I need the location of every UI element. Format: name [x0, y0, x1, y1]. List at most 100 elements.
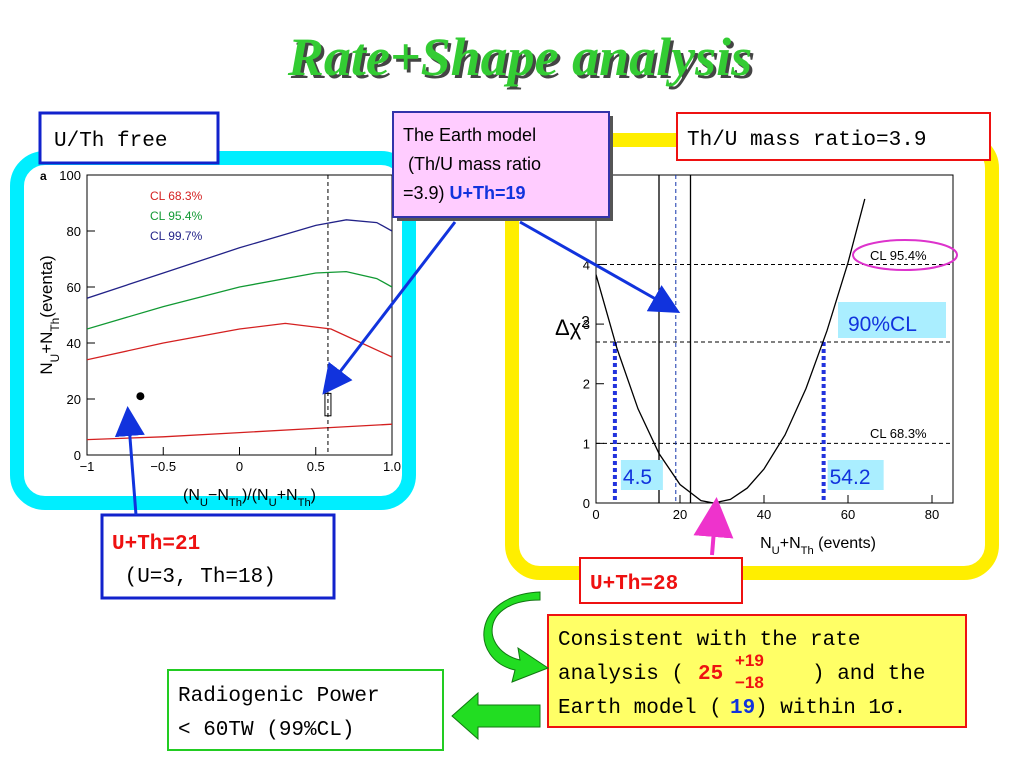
- legend-entry: CL 99.7%: [150, 229, 203, 243]
- y-tick-label: 100: [59, 168, 81, 183]
- x-axis-label-part: Th: [801, 545, 814, 557]
- y-axis-label-part: Δχ: [555, 315, 582, 340]
- best-box: [579, 557, 743, 604]
- y-axis-label-part: (eventa): [37, 255, 56, 317]
- ratio-box: [676, 112, 991, 161]
- slide-title: Rate+Shape analysis: [287, 27, 752, 87]
- earth-text: The Earth model: [403, 125, 536, 145]
- legend-entry: CL 68.3%: [150, 189, 203, 203]
- y-tick-label: 0: [74, 448, 81, 463]
- rate-error-down: −18: [735, 673, 764, 692]
- curved-arrow: [483, 591, 550, 683]
- x-axis-label-part: −N: [208, 487, 229, 504]
- consistent-text: ) and the: [812, 663, 925, 686]
- cl-label: 90%CL: [848, 313, 917, 336]
- consistent-text: Earth model (: [558, 697, 722, 720]
- x-axis-label-part: Th: [298, 497, 311, 509]
- right-plot-bg: [570, 168, 965, 513]
- x-axis-label-part: U: [200, 497, 208, 509]
- y-tick-label: 1: [583, 436, 590, 451]
- x-axis-label-part: U: [772, 545, 780, 557]
- best-label: U+Th=28: [590, 573, 678, 596]
- arrow: [322, 221, 457, 395]
- consistent-text: analysis (: [558, 663, 684, 686]
- x-axis-label-part: +N: [277, 487, 298, 504]
- x-axis-label-part: ): [311, 487, 316, 504]
- x-axis-label-part: U: [269, 497, 277, 509]
- y-tick-label: 4: [583, 257, 590, 272]
- x-tick-label: 80: [925, 507, 939, 522]
- earth-value: U+Th=19: [450, 183, 526, 203]
- x-tick-label: 0: [592, 507, 599, 522]
- y-tick-label: 20: [67, 392, 81, 407]
- consistent-text: Consistent with the rate: [558, 629, 860, 652]
- earth-text: =3.9): [403, 183, 450, 203]
- left-label-box: [38, 111, 220, 165]
- conclusion-text: Radiogenic Power: [178, 685, 380, 708]
- contour-line: [87, 219, 392, 299]
- earth-text: =3.9) U+Th=19: [403, 183, 526, 203]
- consistent-text: ) within 1σ.: [755, 697, 906, 720]
- rate-value: 25: [698, 663, 723, 686]
- x-tick-label: 40: [757, 507, 771, 522]
- y-tick-label: 60: [67, 280, 81, 295]
- y-tick-label: 0: [583, 496, 590, 511]
- x-axis-label-part: N: [760, 535, 772, 552]
- x-tick-label: −0.5: [150, 459, 176, 474]
- conclusion-text: < 60TW (99%CL): [178, 719, 354, 742]
- x-axis-label-part: (N: [183, 487, 200, 504]
- cl-ellipse: [852, 239, 958, 271]
- y-tick-label: 2: [583, 377, 590, 392]
- interval-label-bg: [827, 460, 884, 490]
- earth-box: [392, 111, 610, 218]
- y-tick-label: 40: [67, 336, 81, 351]
- arrow: [693, 497, 734, 556]
- x-axis-label-part: )/(N: [242, 487, 269, 504]
- x-tick-label: −1: [80, 459, 95, 474]
- consistent-box: [547, 614, 967, 728]
- point-label: U+Th=21: [112, 533, 200, 556]
- panel-label: a: [40, 169, 47, 183]
- x-axis-label: NU+NTh (events): [760, 535, 876, 557]
- ratio-label: Th/U mass ratio=3.9: [687, 129, 926, 152]
- cl-label-bg: [838, 302, 946, 338]
- y-tick-label: 80: [67, 224, 81, 239]
- cl-label: CL 95.4%: [870, 248, 927, 263]
- data-point: [136, 392, 145, 401]
- earth-text: (Th/U mass ratio: [403, 154, 541, 174]
- x-axis-label-part: Th: [229, 497, 242, 509]
- x-axis-label: (NU−NTh)/(NU+NTh): [183, 487, 316, 509]
- point-label: (U=3, Th=18): [112, 566, 276, 589]
- y-axis-label: Δχ2: [555, 314, 590, 341]
- y-axis-label-part: N: [37, 362, 56, 374]
- y-axis-label-part: Th: [48, 318, 62, 332]
- y-axis-label-part: U: [48, 354, 62, 363]
- interval-label: 54.2: [830, 466, 871, 489]
- x-tick-label: 1.0: [383, 459, 401, 474]
- y-tick-label: 3: [583, 317, 590, 332]
- cl-label: CL 68.3%: [870, 426, 927, 441]
- interval-label-bg: [620, 460, 663, 490]
- y-axis-label: NU+NTh(eventa): [37, 255, 62, 374]
- contour-line: [87, 423, 392, 441]
- arrow: [114, 406, 145, 516]
- plot-frame: [595, 174, 954, 504]
- x-tick-label: 60: [841, 507, 855, 522]
- left-arrow: [451, 691, 541, 741]
- left-label: U/Th free: [54, 130, 167, 153]
- y-axis-label-part: 2: [581, 314, 590, 331]
- x-tick-label: 0: [236, 459, 243, 474]
- point-box: [100, 513, 336, 600]
- y-axis-label-part: +N: [37, 332, 56, 354]
- x-axis-label-part: (events): [814, 535, 876, 552]
- rate-error-up: +19: [735, 651, 764, 670]
- interval-label: 4.5: [623, 466, 652, 489]
- contour-line: [87, 270, 392, 330]
- legend-entry: CL 95.4%: [150, 209, 203, 223]
- conclusion-box: [167, 669, 444, 751]
- model-value: 19: [730, 697, 755, 720]
- arrow: [519, 220, 681, 313]
- x-tick-label: 0.5: [307, 459, 325, 474]
- x-tick-label: 20: [673, 507, 687, 522]
